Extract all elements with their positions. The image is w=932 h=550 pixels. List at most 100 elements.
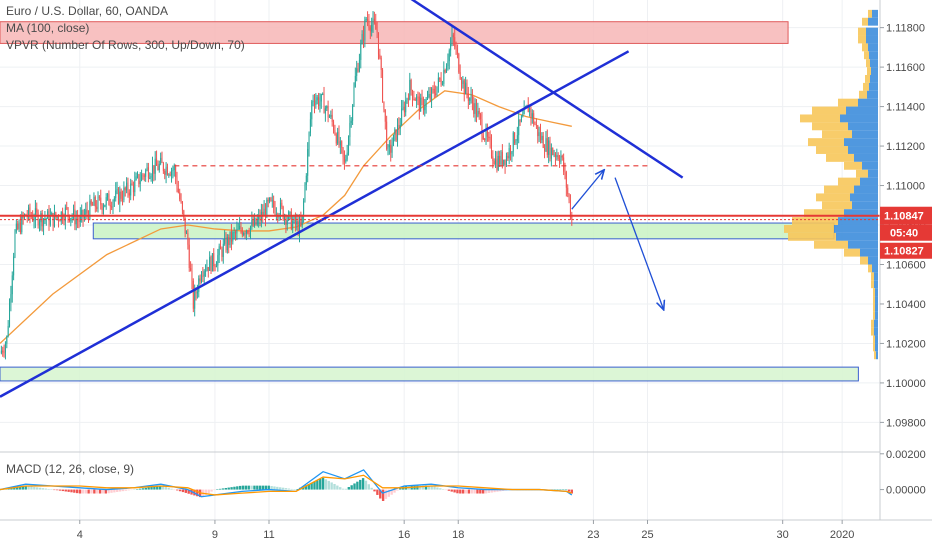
macd-histogram-bar [84, 489, 87, 494]
time-tick-label: 23 [587, 529, 599, 541]
candle-body [417, 96, 419, 98]
macd-histogram-bar [138, 488, 142, 490]
macd-histogram-bar [224, 487, 228, 490]
volume-profile-down-bar [873, 296, 875, 304]
candle-body [198, 278, 200, 292]
candle-body [391, 145, 393, 153]
candle-body [512, 132, 514, 152]
macd-histogram-bar [441, 489, 445, 490]
macd-histogram-bar [33, 486, 36, 490]
candle-body [21, 215, 23, 233]
macd-histogram-bar [107, 489, 110, 494]
candle-body [73, 209, 75, 217]
candle-body [7, 326, 9, 337]
candle-body [316, 97, 318, 101]
volume-profile-down-bar [873, 343, 875, 352]
candle-body [239, 225, 241, 229]
candle-body [394, 129, 396, 135]
candle-body [93, 196, 95, 206]
candle-body [183, 210, 185, 218]
volume-profile-up-bar [860, 248, 878, 257]
volume-profile-down-bar [873, 303, 875, 312]
candle-body [241, 230, 243, 236]
candle-body [361, 33, 363, 44]
candle-body [362, 33, 364, 41]
candle-body [360, 43, 362, 60]
candle-body [59, 220, 61, 222]
candle-body [397, 124, 399, 141]
macd-histogram-bar [153, 486, 156, 490]
candle-body [403, 106, 405, 113]
volume-profile-up-bar [874, 319, 878, 328]
candle-body [446, 65, 448, 73]
candle-body [243, 233, 245, 236]
candle-body [356, 68, 358, 76]
macd-histogram-bar [41, 488, 45, 490]
candle-body [66, 207, 68, 209]
candle-body [221, 249, 223, 257]
candle-body [232, 232, 234, 242]
macd-histogram-bar [370, 487, 373, 490]
macd-histogram-bar [436, 487, 439, 490]
candle-body [225, 238, 227, 251]
candle-body [6, 336, 8, 344]
macd-histogram-bar [236, 486, 239, 490]
candle-body [542, 135, 544, 148]
candle-body [368, 20, 370, 28]
candle-body [550, 147, 552, 159]
candle-body [515, 140, 517, 144]
macd-histogram-bar [238, 485, 242, 490]
macd-histogram-bar [390, 489, 393, 495]
candle-body [43, 218, 45, 227]
candle-body [289, 211, 291, 213]
volume-profile-up-bar [867, 90, 878, 99]
candle-body [33, 220, 35, 222]
candle-body [534, 124, 536, 126]
candle-body [107, 193, 109, 198]
candle-body [256, 219, 258, 225]
candle-body [568, 193, 570, 201]
candle-body [186, 233, 188, 235]
candle-body [254, 217, 256, 226]
macd-histogram-bar [241, 485, 245, 490]
candle-body [454, 37, 456, 47]
candle-body [294, 216, 296, 225]
candle-body [274, 207, 276, 215]
candle-body [67, 207, 69, 216]
drawings-layer[interactable] [0, 0, 880, 398]
candle-body [173, 166, 175, 171]
candle-body [486, 129, 488, 137]
macd-histogram-bar [144, 487, 147, 490]
candle-body [245, 230, 247, 234]
macd-histogram-bar [336, 485, 339, 490]
volume-profile-down-bar [868, 9, 872, 18]
candle-body [9, 302, 11, 327]
candle-body [535, 124, 537, 126]
candle-body [267, 199, 269, 202]
macd-histogram-bar [421, 485, 425, 490]
candle-body [109, 205, 111, 207]
volume-profile-down-bar [856, 169, 868, 178]
macd-histogram-bar [156, 486, 159, 490]
macd-histogram-bar [256, 485, 259, 490]
macd-histogram-bar [307, 484, 310, 490]
macd-histogram-bar [233, 486, 236, 490]
candle-body [259, 215, 261, 221]
candle-body [236, 228, 238, 234]
candle-body [346, 152, 348, 160]
candle-body [441, 83, 443, 85]
macd-histogram-bar [10, 487, 13, 490]
candle-body [210, 257, 212, 272]
candle-body [519, 119, 521, 122]
macd-histogram-bar [564, 489, 568, 491]
candle-body [495, 158, 497, 165]
macd-histogram-bar [50, 489, 53, 490]
volume-profile-up-bar [874, 327, 878, 336]
candle-body [461, 78, 463, 85]
candle-body [480, 114, 482, 119]
volume-profile-up-bar [875, 335, 878, 344]
volume-profile-up-bar [844, 209, 878, 218]
price-tick-label: 1.11800 [886, 23, 925, 35]
candle-body [475, 103, 477, 117]
